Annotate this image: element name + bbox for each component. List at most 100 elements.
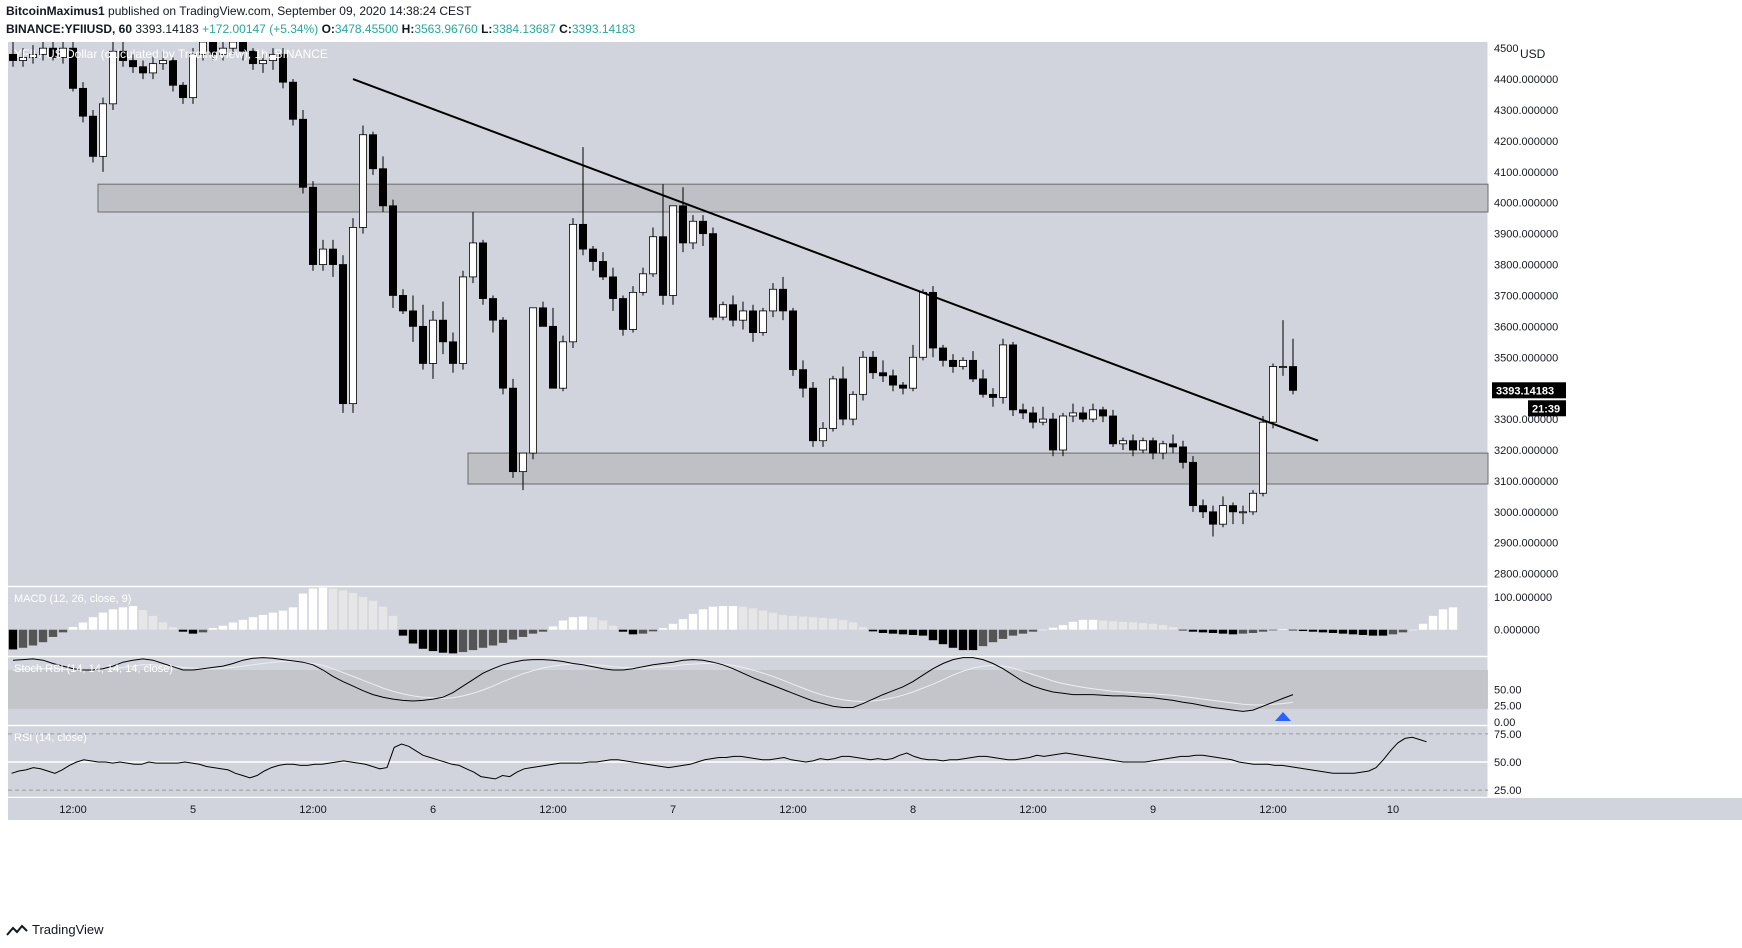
candle-body: [418, 325, 427, 364]
candle-body: [579, 223, 588, 250]
candle: [218, 42, 227, 61]
candle-body: [18, 57, 27, 61]
macd-bar: [348, 592, 358, 630]
candle: [969, 351, 978, 382]
candle-body: [158, 60, 167, 65]
candle: [859, 351, 868, 401]
macd-bar: [88, 617, 98, 630]
rsi-axis-label: 75.00: [1494, 729, 1522, 741]
macd-bar: [1148, 623, 1158, 630]
macd-bar: [128, 606, 138, 630]
macd-bar: [58, 629, 68, 633]
candle: [589, 246, 598, 271]
brand-name[interactable]: TradingView: [32, 922, 104, 937]
macd-bar: [1018, 629, 1028, 634]
macd-bar: [548, 626, 558, 630]
candle-body: [348, 227, 357, 405]
macd-bar: [1138, 623, 1148, 630]
macd-bar: [968, 629, 978, 651]
candle: [18, 48, 27, 67]
macd-bar: [638, 629, 648, 634]
candle-body: [719, 304, 728, 318]
price-change: +172.00147 (+5.34%): [202, 22, 319, 36]
macd-bar: [558, 620, 568, 630]
macd-bar: [698, 609, 708, 630]
macd-bar: [1418, 623, 1428, 630]
candle-body: [258, 60, 267, 65]
candle: [458, 270, 467, 370]
candle: [889, 369, 898, 392]
macd-bar: [868, 629, 878, 632]
candle-body: [1289, 366, 1298, 391]
macd-bar: [598, 620, 608, 630]
macd-bar: [1298, 629, 1308, 632]
candle: [929, 286, 938, 358]
macd-bar: [1428, 615, 1438, 630]
stoch-axis-label: 50.00: [1494, 684, 1522, 696]
symbol-name: BINANCE:YFIIUSD, 60: [6, 22, 133, 36]
last-price-badge: [1492, 382, 1566, 399]
macd-bar: [468, 629, 478, 651]
candle-body: [709, 233, 718, 318]
macd-bar: [578, 616, 588, 630]
stoch-rsi-label: Stoch RSI (14, 14, 14, 14, close): [14, 663, 173, 675]
stoch-band: [8, 669, 1488, 709]
buy-signal-arrow-icon: [1275, 712, 1291, 721]
macd-bar: [748, 608, 758, 630]
candle: [508, 378, 517, 478]
candle: [348, 218, 357, 413]
low-value: 3384.13687: [492, 22, 556, 36]
macd-bar: [538, 629, 548, 632]
macd-bar: [1398, 629, 1408, 633]
candle-body: [979, 378, 988, 395]
price-axis-label: 3200.000000: [1494, 445, 1558, 457]
macd-bar: [288, 607, 298, 630]
macd-bar: [498, 629, 508, 643]
candle: [428, 310, 437, 379]
time-axis-label: 8: [910, 804, 916, 816]
candle-body: [148, 63, 157, 74]
candle-body: [508, 387, 517, 473]
macd-bar: [798, 616, 808, 630]
macd-bar: [1268, 629, 1278, 631]
candle: [288, 79, 297, 126]
macd-bar: [828, 618, 838, 630]
author-name[interactable]: BitcoinMaximus1: [6, 4, 105, 18]
candle-body: [969, 359, 978, 380]
macd-bar: [1358, 629, 1368, 635]
candle: [1159, 440, 1168, 460]
support-resistance-zone: [97, 183, 1489, 213]
candle: [689, 215, 698, 250]
chart-area[interactable]: 4500 4400.000000 4300.000000 4200.000000 410…: [0, 42, 1742, 918]
candle: [1119, 437, 1128, 450]
candle-body: [809, 387, 818, 442]
rsi-line: [11, 736, 1427, 780]
candle: [1289, 338, 1298, 395]
candle: [28, 45, 37, 64]
candle-body: [198, 42, 207, 55]
macd-axis-label: 0.000000: [1494, 625, 1540, 637]
candle: [168, 57, 177, 92]
candle: [418, 304, 427, 370]
candle: [909, 344, 918, 392]
candle-body: [138, 66, 147, 74]
candle: [478, 239, 487, 305]
candle-body: [679, 205, 688, 244]
macd-bar: [28, 629, 38, 646]
macd-bar: [338, 590, 348, 630]
price-axis-label: 3700.000000: [1494, 290, 1558, 302]
candle: [769, 283, 778, 318]
candle-body: [669, 205, 678, 296]
candle: [248, 48, 257, 70]
candle: [1219, 496, 1228, 528]
candle: [109, 42, 118, 110]
candle: [639, 267, 648, 296]
macd-bar: [418, 629, 428, 649]
price-axis-label: 2800.000000: [1494, 569, 1558, 581]
macd-bar: [328, 588, 338, 630]
candle-body: [1279, 366, 1288, 368]
candle-body: [268, 53, 277, 61]
candle-body: [1249, 492, 1258, 513]
candle-body: [119, 50, 128, 61]
candle-body: [729, 304, 738, 321]
